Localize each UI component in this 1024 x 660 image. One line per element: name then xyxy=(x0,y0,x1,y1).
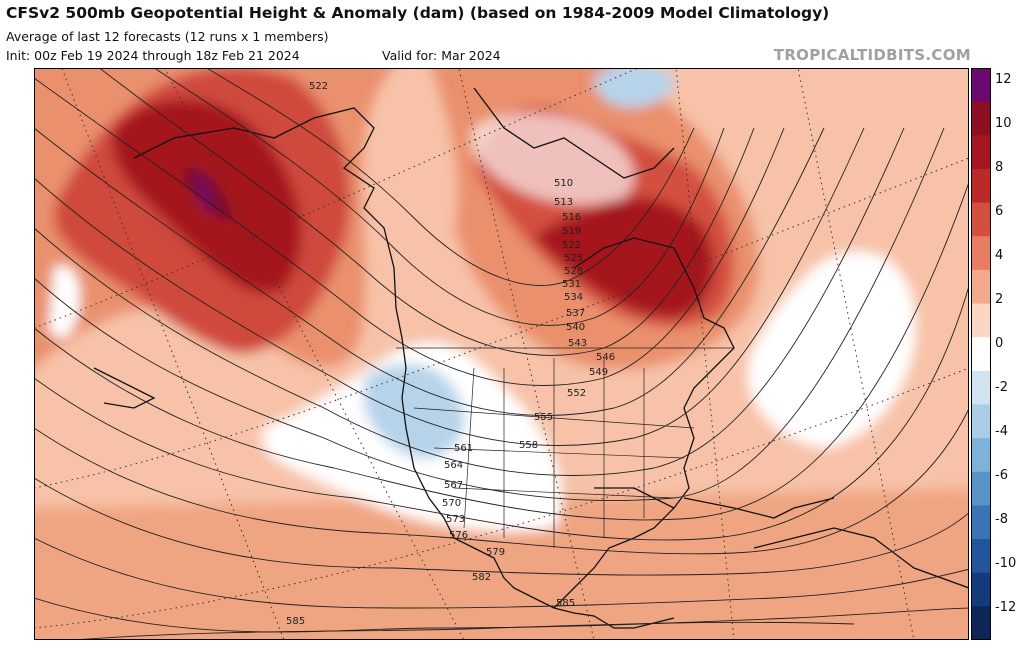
contour-labels: 522 510 513 516 519 522 525 528 531 534 537 540 543 5… xyxy=(286,81,615,627)
colorbar-tick-label: -4 xyxy=(995,424,1008,439)
colorbar-block xyxy=(971,404,991,439)
colorbar-block xyxy=(971,68,991,103)
valid-time-label: Valid for: Mar 2024 xyxy=(382,48,501,63)
contour-label: 540 xyxy=(566,322,585,333)
colorbar-tick-label: -8 xyxy=(995,512,1008,527)
contour-label: 522 xyxy=(309,81,328,92)
colorbar-block xyxy=(971,606,991,640)
colorbar-block xyxy=(971,236,991,271)
contour-label: 513 xyxy=(554,197,573,208)
colorbar-tick-label: -6 xyxy=(995,468,1008,483)
contour-label: 546 xyxy=(596,352,615,363)
contour-label: 522 xyxy=(562,240,581,251)
init-time-label: Init: 00z Feb 19 2024 through 18z Feb 21… xyxy=(6,48,300,63)
forecast-subtitle: Average of last 12 forecasts (12 runs x … xyxy=(6,29,329,44)
colorbar-tick-label: -10 xyxy=(995,556,1017,571)
colorbar-tick-label: -2 xyxy=(995,380,1008,395)
contour-label: 510 xyxy=(554,178,573,189)
contour-label: 543 xyxy=(568,338,587,349)
contour-label: 576 xyxy=(449,530,468,541)
watermark: TROPICALTIDBITS.COM xyxy=(773,46,971,64)
contour-label: 579 xyxy=(486,547,505,558)
colorbar-tick-label: -12 xyxy=(995,600,1017,615)
contour-label: 531 xyxy=(562,279,581,290)
colorbar-block xyxy=(971,438,991,473)
contour-label: 585 xyxy=(556,598,575,609)
contour-label: 570 xyxy=(442,498,461,509)
contour-label: 558 xyxy=(519,440,538,451)
contour-label: 561 xyxy=(454,443,473,454)
colorbar-block xyxy=(971,539,991,574)
contour-label: 582 xyxy=(472,572,491,583)
colorbar-block xyxy=(971,303,991,338)
contour-label: 567 xyxy=(444,480,463,491)
state-borders xyxy=(396,347,734,548)
colorbar-block xyxy=(971,572,991,607)
colorbar-block xyxy=(971,370,991,405)
colorbar-tick-label: 8 xyxy=(995,160,1004,175)
anomaly-shading xyxy=(34,68,969,640)
contour-label: 516 xyxy=(562,212,581,223)
contour-label: 525 xyxy=(564,253,583,264)
map-title: CFSv2 500mb Geopotential Height & Anomal… xyxy=(6,4,830,22)
contour-label: 573 xyxy=(446,514,465,525)
anomaly-map: 522 510 513 516 519 522 525 528 531 534 537 540 543 5… xyxy=(34,68,969,640)
contour-label: 534 xyxy=(564,292,583,303)
contour-label: 585 xyxy=(286,616,305,627)
contour-label: 519 xyxy=(562,226,581,237)
colorbar-tick-label: 0 xyxy=(995,336,1004,351)
colorbar xyxy=(971,68,991,640)
contour-label: 549 xyxy=(589,367,608,378)
contour-label: 552 xyxy=(567,388,586,399)
colorbar-block xyxy=(971,505,991,540)
colorbar-tick-label: 6 xyxy=(995,204,1004,219)
colorbar-tick-label: 12 xyxy=(995,72,1012,87)
colorbar-block xyxy=(971,471,991,506)
colorbar-tick-label: 2 xyxy=(995,292,1004,307)
colorbar-block xyxy=(971,168,991,204)
contour-label: 537 xyxy=(566,308,585,319)
contour-label: 555 xyxy=(534,412,553,423)
colorbar-tick-label: 10 xyxy=(995,116,1012,131)
colorbar-block xyxy=(971,202,991,237)
colorbar-block xyxy=(971,337,991,372)
height-contours xyxy=(34,68,969,640)
colorbar-tick-label: 4 xyxy=(995,248,1004,263)
colorbar-block xyxy=(971,135,991,170)
colorbar-block xyxy=(971,269,991,305)
contour-label: 564 xyxy=(444,460,463,471)
contour-label: 528 xyxy=(564,266,583,277)
colorbar-block xyxy=(971,101,991,136)
